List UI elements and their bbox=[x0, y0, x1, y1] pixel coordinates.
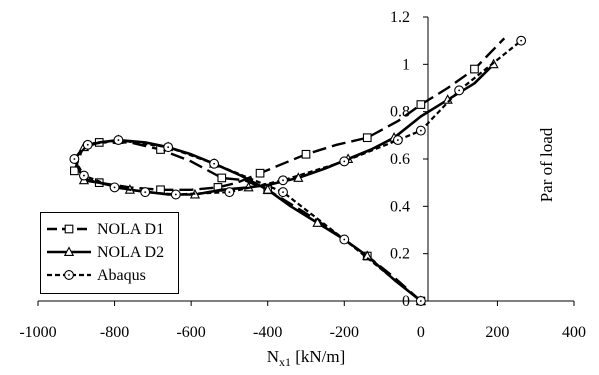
data-point-dot bbox=[228, 191, 231, 194]
y-tick-label: 0.8 bbox=[390, 104, 410, 121]
legend-item: Abaqus bbox=[47, 267, 146, 284]
data-point-dot bbox=[117, 139, 120, 141]
data-point bbox=[301, 149, 311, 159]
x-axis-label-unit: [kN/m] bbox=[291, 347, 345, 366]
legend-label: NOLA D2 bbox=[97, 244, 164, 261]
legend-marker bbox=[63, 246, 75, 256]
x-axis-label-sub: x1 bbox=[279, 355, 291, 369]
legend-items: NOLA D1 NOLA D2 Abaqus bbox=[47, 221, 164, 284]
data-point-dot bbox=[419, 300, 422, 302]
x-tick-label: 0 bbox=[417, 324, 425, 341]
x-axis-label-main: N bbox=[267, 347, 279, 366]
y-tick-label: 0.6 bbox=[390, 151, 410, 168]
data-point-dot bbox=[282, 179, 284, 182]
data-point-dot bbox=[86, 143, 89, 146]
data-point-dot bbox=[83, 174, 85, 177]
x-tick-label: -600 bbox=[176, 324, 205, 341]
data-point bbox=[362, 133, 372, 143]
data-point-dot bbox=[343, 160, 346, 163]
data-point-dot bbox=[113, 186, 116, 189]
data-point bbox=[262, 184, 273, 194]
data-point-dot bbox=[213, 162, 216, 165]
data-point bbox=[293, 172, 304, 182]
data-point-dot bbox=[458, 89, 461, 92]
series-layer bbox=[69, 35, 527, 306]
x-tick-label: -200 bbox=[330, 324, 359, 341]
data-point-dot bbox=[520, 39, 523, 42]
y-tick-label: 0.4 bbox=[390, 198, 410, 215]
x-tick-label: -800 bbox=[100, 324, 129, 341]
y-ticks: 0 0.2 0.4 0.6 0.8 1 1.2 bbox=[390, 9, 428, 310]
legend-marker bbox=[64, 224, 74, 234]
data-point bbox=[362, 250, 373, 260]
x-tick-label: -1000 bbox=[19, 324, 56, 341]
y-tick-label: 1.2 bbox=[390, 9, 410, 26]
x-tick-label: 400 bbox=[562, 324, 586, 341]
legend-item: NOLA D2 bbox=[47, 244, 164, 261]
data-point bbox=[312, 217, 323, 227]
data-point-dot bbox=[343, 238, 346, 241]
legend-marker-dot bbox=[68, 274, 70, 276]
y-tick-label: 0 bbox=[402, 293, 410, 310]
data-point bbox=[416, 100, 426, 109]
legend: NOLA D1 NOLA D2 Abaqus bbox=[40, 212, 179, 294]
data-point-dot bbox=[174, 193, 177, 196]
legend-label: Abaqus bbox=[97, 267, 146, 284]
data-point-dot bbox=[396, 139, 399, 141]
data-point-dot bbox=[167, 146, 170, 149]
x-tick-label: -400 bbox=[253, 324, 282, 341]
legend-label: NOLA D1 bbox=[97, 221, 164, 238]
x-axis-label: Nx1 [kN/m] bbox=[267, 347, 346, 369]
data-point-dot bbox=[144, 191, 147, 194]
data-point-dot bbox=[73, 158, 76, 160]
data-point-dot bbox=[282, 191, 284, 194]
x-ticks: -1000 -800 -600 -400 -200 0 200 400 bbox=[19, 301, 586, 341]
data-point bbox=[255, 168, 265, 178]
x-tick-label: 200 bbox=[485, 324, 509, 341]
data-point bbox=[217, 173, 227, 183]
data-point bbox=[470, 64, 479, 74]
legend-item: NOLA D1 bbox=[47, 221, 164, 238]
series-abaqus bbox=[69, 35, 527, 306]
data-point-dot bbox=[419, 129, 422, 132]
y-tick-label: 0.2 bbox=[390, 246, 410, 263]
y-axis-label: Par of load bbox=[537, 127, 556, 202]
y-tick-label: 1 bbox=[402, 56, 410, 73]
data-point bbox=[70, 166, 79, 176]
